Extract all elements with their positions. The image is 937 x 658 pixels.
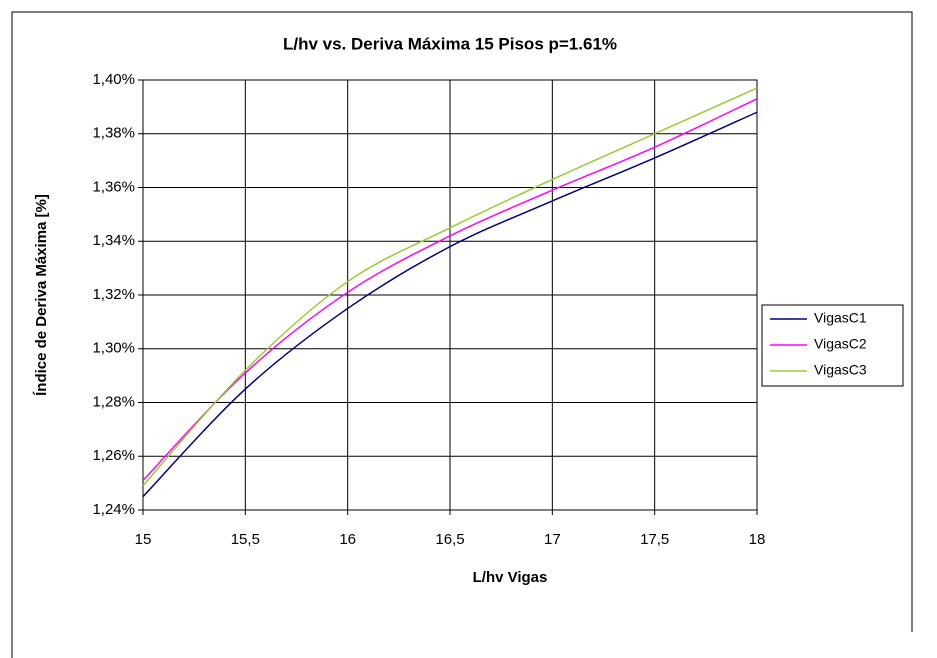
plot-border: [142, 79, 758, 511]
y-tick-label: 1,32%: [92, 286, 135, 303]
legend-label: VigasC1: [814, 310, 867, 326]
x-tick-label: 15,5: [231, 531, 260, 548]
legend-label: VigasC2: [814, 336, 867, 352]
line-series: [142, 98, 758, 481]
x-tick-label: 15: [135, 531, 152, 548]
y-tick-label: 1,38%: [92, 125, 135, 142]
x-axis-label: L/hv Vigas: [473, 569, 548, 586]
y-tick-label: 1,40%: [92, 71, 135, 88]
y-axis-label: Índice de Deriva Máxima [%]: [33, 194, 50, 396]
x-tick-label: 18: [749, 531, 766, 548]
legend-label: VigasC3: [814, 362, 867, 378]
y-tick-label: 1,28%: [92, 393, 135, 410]
chart-title: L/hv vs. Deriva Máxima 15 Pisos p=1.61%: [283, 34, 617, 53]
x-tick-label: 17: [544, 531, 561, 548]
line-series: [142, 111, 758, 498]
x-tick-label: 16: [339, 531, 356, 548]
line-series: [142, 87, 758, 487]
x-tick-label: 17,5: [640, 531, 669, 548]
y-tick-label: 1,30%: [92, 340, 135, 357]
y-tick-label: 1,34%: [92, 232, 135, 249]
y-tick-label: 1,26%: [92, 447, 135, 464]
y-tick-label: 1,24%: [92, 501, 135, 518]
x-tick-label: 16,5: [435, 531, 464, 548]
y-tick-label: 1,36%: [92, 178, 135, 195]
frame: [11, 11, 913, 658]
